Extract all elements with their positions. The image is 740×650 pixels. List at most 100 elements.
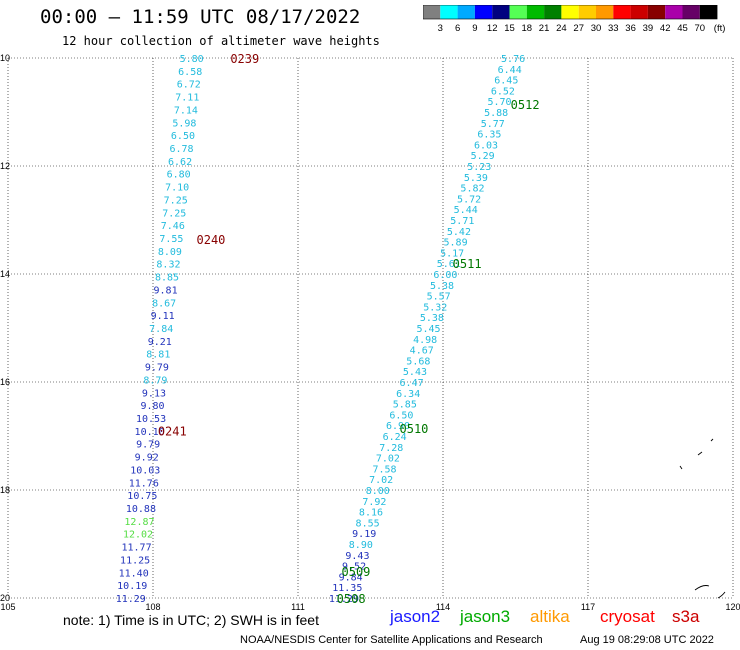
colorbar-swatch (630, 5, 648, 19)
wave-height-value: 4.67 (410, 346, 434, 357)
wave-height-value: 8.16 (359, 508, 383, 519)
mission-s3a-label: s3a (672, 607, 700, 626)
wave-height-value: 7.02 (376, 454, 400, 465)
wave-height-value: 7.46 (161, 221, 185, 232)
wave-height-value: 5.57 (427, 292, 451, 303)
wave-height-value: 6.44 (498, 65, 522, 76)
wave-height-value: 9.79 (136, 440, 160, 451)
coastline-fragment (717, 591, 726, 599)
wave-height-value: 11.77 (122, 543, 152, 554)
wave-height-value: 7.11 (175, 93, 199, 104)
longitude-tick-label: 117 (581, 602, 595, 612)
longitude-tick-label: 114 (436, 602, 450, 612)
colorbar-swatch (474, 5, 493, 19)
wave-height-value: 7.14 (174, 105, 198, 116)
colorbar-tick-label: 39 (643, 23, 654, 34)
pass-id-label: 0508 (337, 592, 366, 606)
wave-height-value: 9.13 (142, 388, 166, 399)
wave-height-value: 6.52 (491, 86, 515, 97)
wave-height-value: 8.79 (143, 375, 167, 386)
wave-height-value: 7.58 (372, 464, 396, 475)
wave-height-value: 9.21 (148, 337, 172, 348)
wave-height-value: 5.43 (403, 367, 427, 378)
wave-height-value: 6.24 (383, 432, 407, 443)
longitude-tick-label: 105 (0, 602, 15, 612)
wave-height-value: 10.53 (136, 414, 166, 425)
wave-height-value: 10.03 (130, 465, 160, 476)
wave-height-value: 11.35 (332, 583, 362, 594)
colorbar-swatch (509, 5, 527, 19)
wave-height-value: 7.25 (162, 208, 186, 219)
wave-height-value: 5.23 (467, 162, 491, 173)
wave-height-value: 7.55 (159, 234, 183, 245)
wave-height-value: 11.25 (120, 555, 150, 566)
wave-height-value: 9.19 (352, 529, 376, 540)
colorbar-tick-label: 45 (677, 23, 688, 34)
colorbar-swatch (596, 5, 614, 19)
wave-height-value: 9.84 (339, 572, 363, 583)
wave-height-value: 5.38 (430, 281, 454, 292)
wave-height-value: 6.50 (171, 131, 195, 142)
colorbar-tick-label: 27 (573, 23, 584, 34)
wave-height-value: 11.29 (329, 594, 359, 605)
latitude-tick-label: 16 (0, 377, 10, 387)
wave-height-value: 11.76 (129, 478, 159, 489)
wave-height-value: 9.11 (151, 311, 175, 322)
wave-height-value: 6.03 (474, 140, 498, 151)
colorbar-swatch (526, 5, 545, 19)
wave-height-value: 8.67 (152, 298, 176, 309)
wave-height-value: 8.90 (349, 540, 373, 551)
wave-height-value: 6.58 (178, 67, 202, 78)
colorbar-swatch (457, 5, 475, 19)
wave-height-value: 7.10 (165, 183, 189, 194)
wave-height-value: 5.98 (172, 118, 196, 129)
wave-height-value: 12.87 (124, 517, 154, 528)
map-subtitle: 12 hour collection of altimeter wave hei… (62, 34, 380, 48)
wave-height-value: 5.39 (464, 173, 488, 184)
wave-height-colorbar: 3 6 9 12 15 18 21 24 27 30 33 36 39 42 45 70 (ft) (423, 5, 726, 34)
colorbar-tick-label: 6 (455, 23, 460, 34)
wave-height-value: 6.62 (168, 157, 192, 168)
wave-height-value: 11.40 (119, 568, 149, 579)
wave-height-value: 8.85 (155, 273, 179, 284)
wave-height-value: 5.17 (440, 248, 464, 259)
pass-id-label: 0512 (511, 98, 540, 112)
wave-height-value: 7.92 (362, 497, 386, 508)
wave-height-value: 10.10 (135, 427, 165, 438)
wave-height-value: 8.55 (356, 518, 380, 529)
wave-height-value: 10.75 (127, 491, 157, 502)
wave-height-value: 9.79 (145, 363, 169, 374)
mission-jason2-label: jason2 (390, 607, 441, 626)
colorbar-swatch (665, 5, 683, 19)
wave-height-value: 6.00 (433, 270, 457, 281)
wave-height-value: 8.81 (146, 350, 170, 361)
wave-height-value: 6.80 (167, 170, 191, 181)
pass-id-label: 0509 (342, 565, 371, 579)
wave-height-value: 9.81 (154, 285, 178, 296)
wave-height-value: 9.80 (140, 401, 164, 412)
colorbar-swatch (561, 5, 579, 19)
wave-height-value: 5.80 (180, 54, 204, 65)
wave-height-value: 5.61 (437, 259, 461, 270)
wave-height-value: 6.34 (396, 389, 420, 400)
wave-height-value: 6.72 (177, 80, 201, 91)
wave-height-value: 10.88 (126, 504, 156, 515)
wave-height-value: 5.68 (406, 356, 430, 367)
wave-height-value: 4.98 (413, 335, 437, 346)
wave-height-value: 5.77 (481, 119, 505, 130)
wave-height-value: 5.32 (423, 302, 447, 313)
colorbar-tick-label: 42 (660, 23, 671, 34)
wave-height-value: 5.76 (501, 54, 525, 65)
wave-height-value: 6.50 (389, 410, 413, 421)
longitude-tick-label: 120 (725, 602, 740, 612)
wave-height-value: 9.52 (342, 562, 366, 573)
colorbar-tick-label: 21 (539, 23, 550, 34)
wave-height-value: 10.19 (117, 581, 147, 592)
colorbar-unit: (ft) (714, 23, 726, 34)
mission-cryosat-label: cryosat (600, 607, 655, 626)
wave-height-value: 7.84 (149, 324, 173, 335)
pass-id-label: 0239 (230, 52, 259, 66)
wave-height-value: 5.89 (444, 238, 468, 249)
colorbar-swatch (492, 5, 510, 19)
colorbar-swatch (699, 5, 718, 19)
